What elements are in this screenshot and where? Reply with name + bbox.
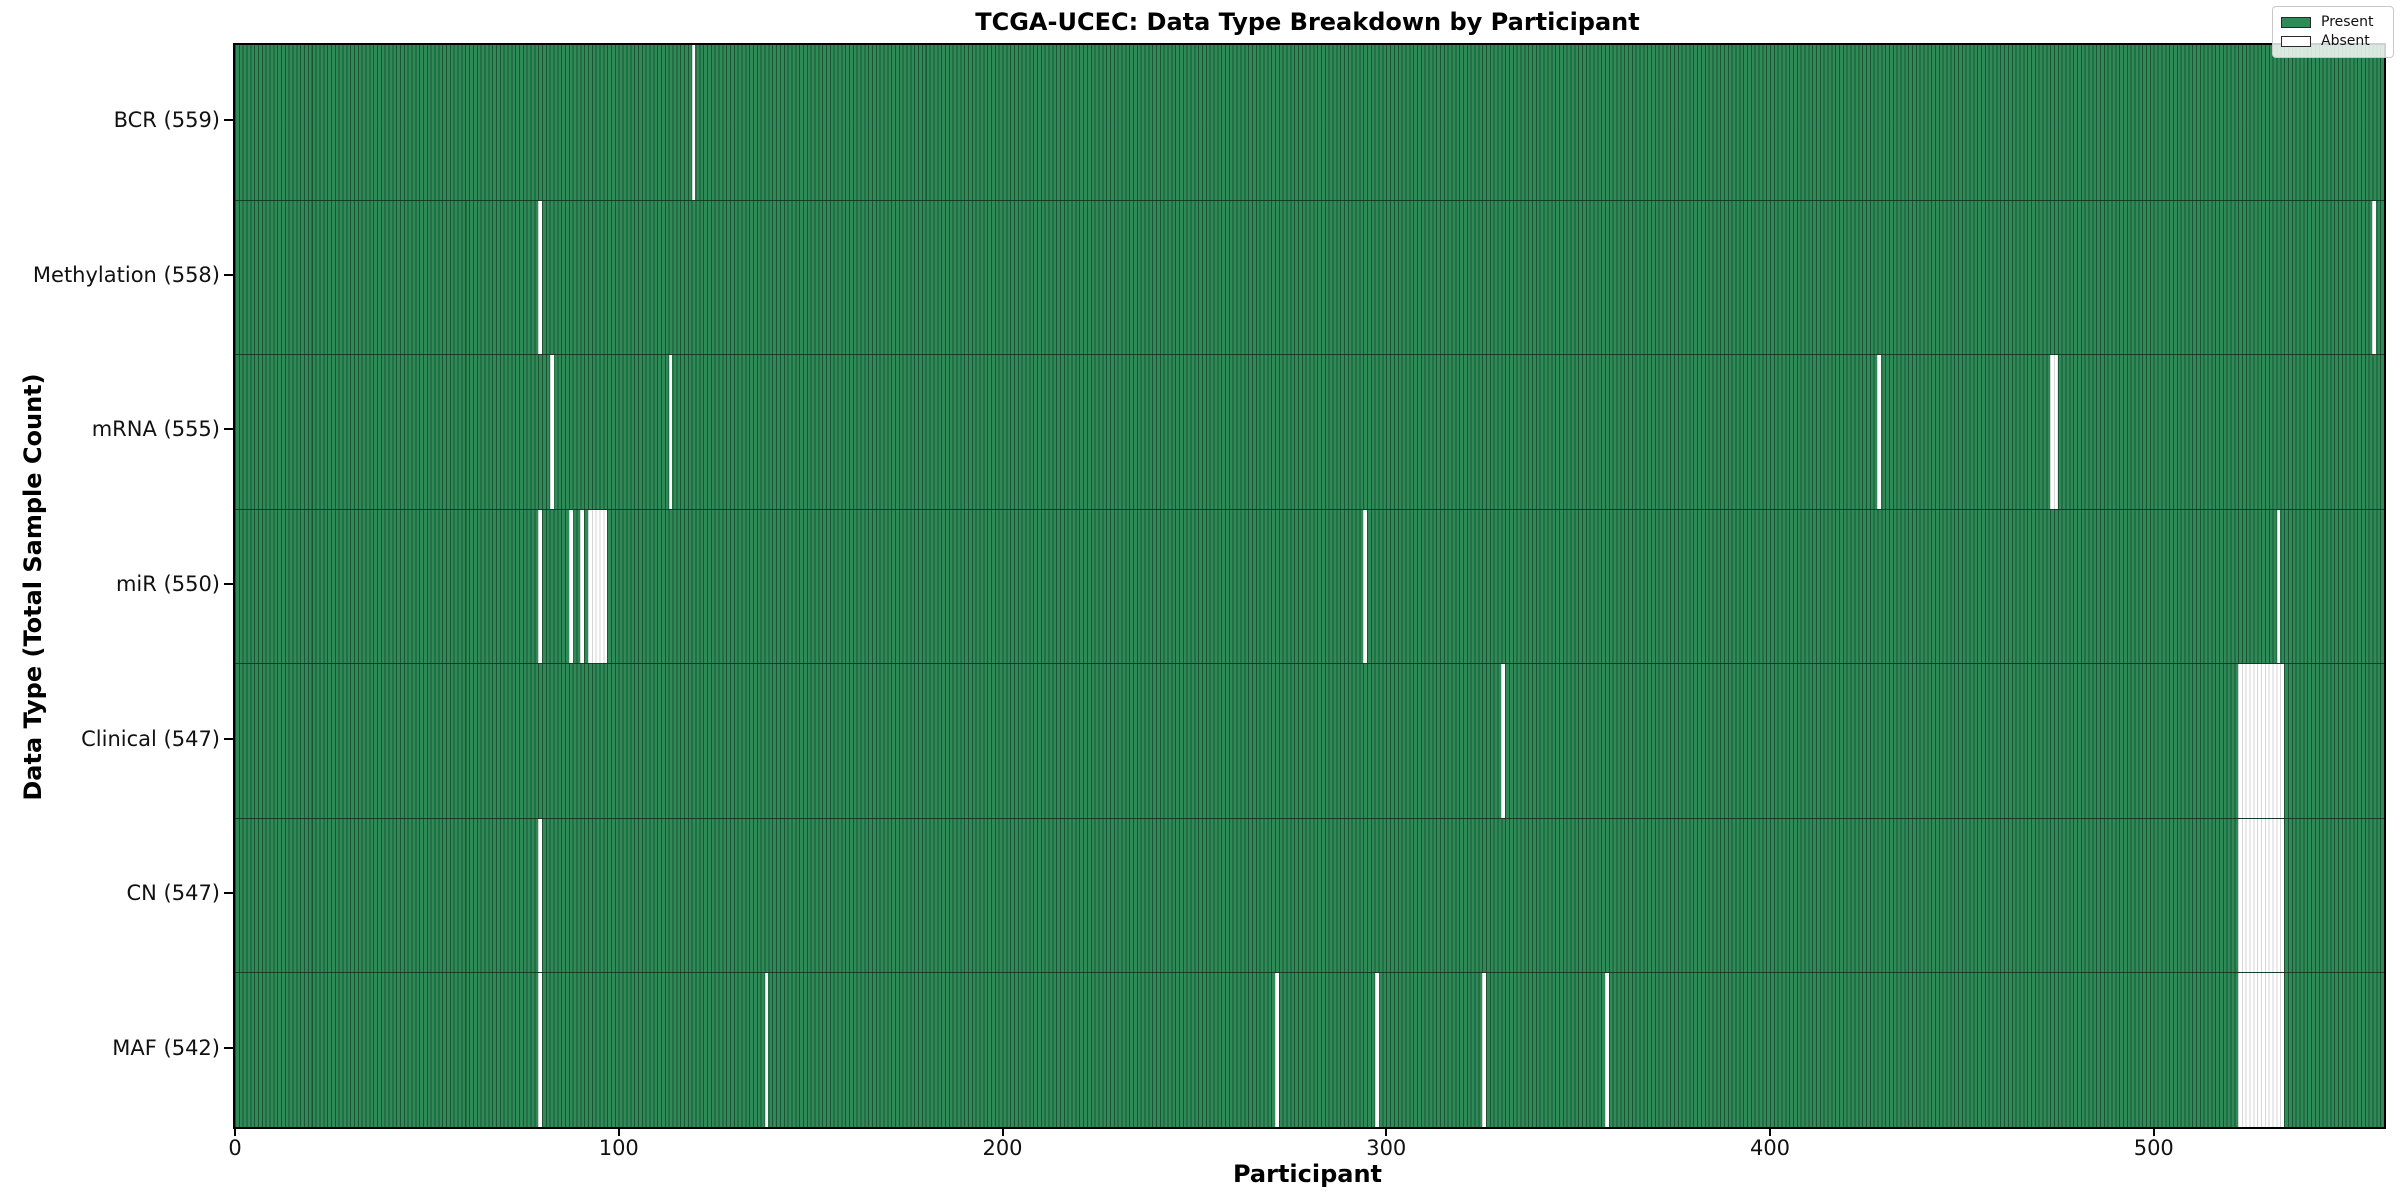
row-mRNA — [235, 354, 2384, 509]
ytick-label-MAF: MAF (542) — [112, 1035, 220, 1060]
absent-marker-Clinical-522 — [2238, 664, 2285, 818]
ytick-label-BCR: BCR (559) — [113, 108, 220, 133]
absent-marker-miR-92 — [588, 509, 608, 664]
row-Methylation — [235, 199, 2384, 355]
xtick-label-500: 500 — [2133, 1136, 2174, 1160]
absent-marker-miR-532 — [2276, 509, 2281, 664]
absent-marker-MAF-357 — [1604, 973, 1609, 1127]
row-BCR — [235, 45, 2384, 200]
legend: Present Absent — [2272, 6, 2394, 58]
ytick-label-CN: CN (547) — [126, 881, 220, 906]
absent-marker-miR-294 — [1363, 509, 1368, 664]
absent-marker-MAF-325 — [1482, 973, 1487, 1127]
legend-swatch-absent — [2281, 36, 2311, 47]
ytick-mark — [224, 583, 233, 585]
absent-marker-MAF-79 — [538, 973, 542, 1127]
absent-marker-Methylation-557 — [2372, 200, 2377, 355]
ytick-mark — [224, 737, 233, 740]
absent-marker-MAF-138 — [764, 973, 769, 1127]
xtick-label-200: 200 — [982, 1136, 1023, 1160]
legend-swatch-present — [2281, 17, 2311, 28]
ytick-mark — [224, 119, 233, 122]
row-Clinical — [235, 663, 2384, 818]
row-MAF — [235, 972, 2384, 1127]
absent-marker-CN-522 — [2238, 818, 2285, 973]
chart-title: TCGA-UCEC: Data Type Breakdown by Partic… — [975, 8, 1640, 36]
xtick-mark — [1385, 1127, 1388, 1136]
x-axis-label: Participant — [1232, 1160, 1383, 1188]
absent-marker-BCR-119 — [691, 45, 696, 200]
ytick-label-miR: miR (550) — [115, 572, 220, 596]
legend-entry-present: Present — [2281, 13, 2385, 32]
absent-marker-mRNA-428 — [1877, 355, 1882, 509]
row-CN — [235, 817, 2384, 973]
ytick-mark — [224, 273, 233, 276]
xtick-label-300: 300 — [1366, 1136, 1407, 1160]
ytick-mark — [224, 428, 233, 431]
ytick-mark — [224, 892, 233, 895]
ytick-mark — [224, 1046, 233, 1049]
xtick-mark — [234, 1127, 236, 1136]
xtick-label-0: 0 — [228, 1136, 242, 1160]
ytick-label-Methylation: Methylation (558) — [32, 262, 220, 287]
xtick-mark — [617, 1127, 620, 1136]
absent-marker-MAF-297 — [1374, 973, 1379, 1127]
absent-marker-miR-90 — [580, 509, 585, 664]
absent-marker-miR-87 — [568, 509, 573, 664]
absent-marker-mRNA-82 — [549, 355, 554, 509]
legend-label: Present — [2321, 14, 2374, 30]
absent-marker-MAF-271 — [1274, 973, 1279, 1127]
xtick-mark — [1769, 1127, 1771, 1136]
xtick-label-100: 100 — [598, 1136, 639, 1160]
xtick-label-400: 400 — [1749, 1136, 1791, 1160]
absent-marker-mRNA-113 — [668, 355, 673, 509]
absent-marker-CN-79 — [538, 818, 542, 973]
absent-marker-miR-79 — [538, 509, 542, 664]
ytick-label-Clinical: Clinical (547) — [81, 726, 220, 751]
row-miR — [235, 508, 2384, 664]
ytick-label-mRNA: mRNA (555) — [91, 417, 220, 442]
plot-area — [233, 43, 2386, 1129]
legend-entry-absent: Absent — [2281, 32, 2385, 51]
absent-marker-MAF-522 — [2238, 973, 2285, 1127]
absent-marker-mRNA-473 — [2050, 355, 2058, 509]
legend-label: Absent — [2321, 33, 2370, 49]
xtick-mark — [1001, 1127, 1004, 1136]
xtick-mark — [2152, 1127, 2155, 1136]
absent-marker-Methylation-79 — [538, 200, 542, 355]
absent-marker-Clinical-330 — [1501, 664, 1506, 818]
